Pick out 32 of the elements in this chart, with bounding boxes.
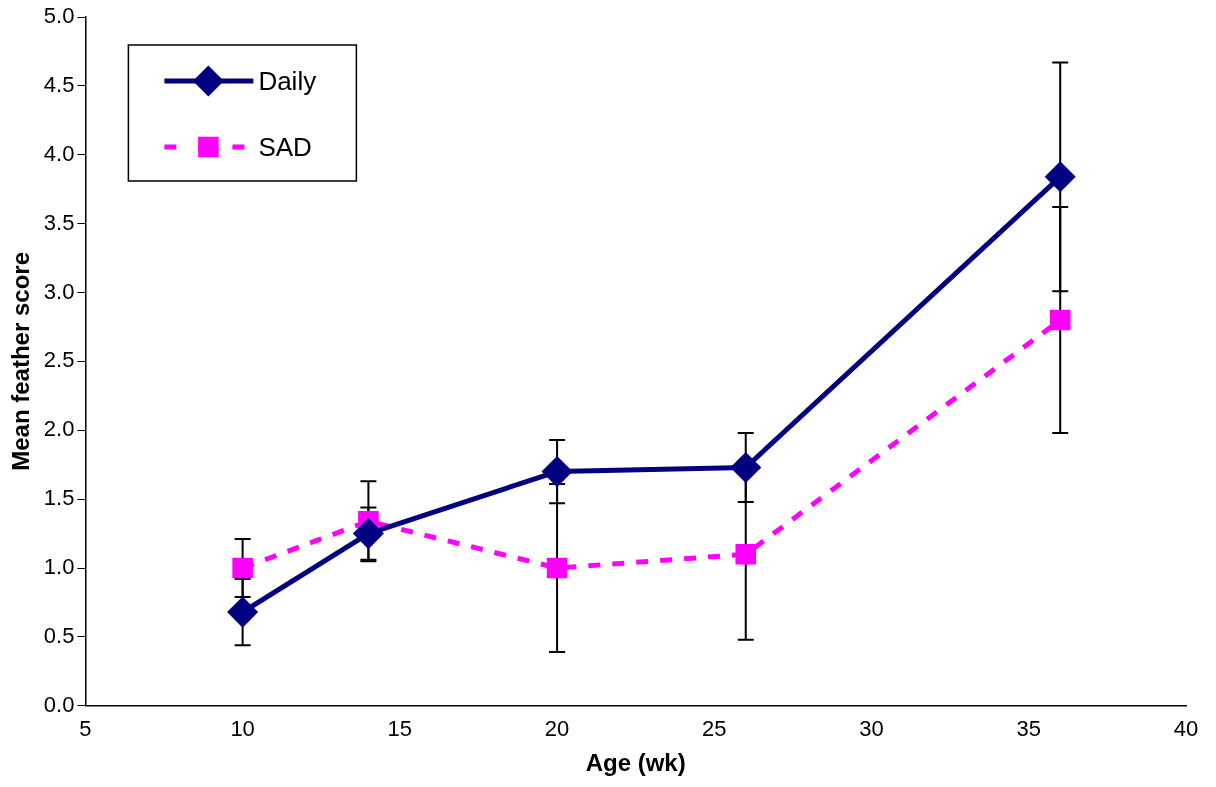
- legend-label: SAD: [258, 132, 312, 163]
- x-tick-label: 10: [230, 716, 255, 742]
- y-tick-label: 2.5: [43, 347, 75, 373]
- y-tick-label: 4.5: [43, 71, 75, 97]
- x-tick-label: 35: [1016, 716, 1042, 742]
- y-tick-label: 3.5: [43, 209, 75, 235]
- x-tick-label: 40: [1173, 716, 1199, 742]
- y-tick-label: 3.0: [43, 278, 75, 304]
- point: [731, 452, 761, 482]
- y-tick-label: 0.0: [43, 691, 75, 717]
- y-tick-label: 4.0: [43, 140, 75, 166]
- point: [1045, 162, 1075, 192]
- x-tick-label: 20: [544, 716, 570, 742]
- y-tick-label: 1.0: [43, 554, 75, 580]
- x-tick-label: 5: [79, 716, 92, 742]
- point: [353, 519, 383, 549]
- point: [232, 557, 253, 579]
- legend-label: Daily: [258, 66, 317, 97]
- y-tick-label: 2.0: [43, 416, 75, 442]
- y-tick-label: 1.5: [43, 485, 75, 511]
- point: [228, 597, 258, 627]
- point: [1049, 309, 1071, 331]
- point: [546, 557, 568, 579]
- y-axis-title: Mean feather score: [7, 252, 35, 471]
- point: [735, 543, 757, 565]
- y-tick-label: 5.0: [43, 3, 75, 29]
- x-tick-label: 25: [702, 716, 727, 742]
- x-tick-label: 30: [859, 716, 884, 742]
- y-tick-label: 0.5: [43, 622, 75, 648]
- x-axis-title: Age (wk): [585, 749, 686, 777]
- point: [542, 457, 572, 487]
- x-tick-label: 15: [387, 716, 413, 742]
